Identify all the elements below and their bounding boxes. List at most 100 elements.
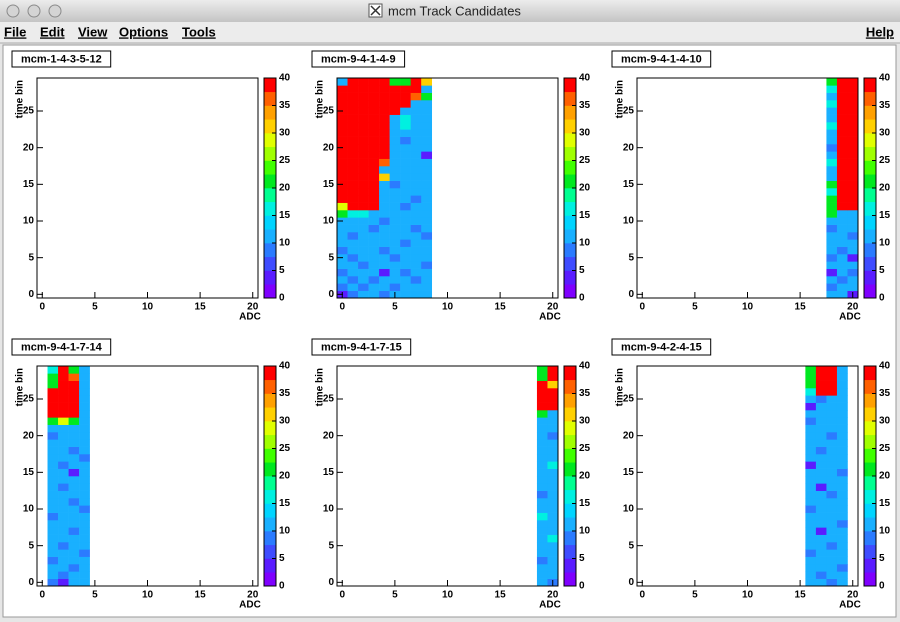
heatmap-cell [826,410,838,418]
heatmap-cell [47,542,59,550]
heatmap-cell [410,136,422,145]
heatmap-cell [421,195,433,203]
colorbar-band [864,434,876,449]
z-tick-label: 30 [879,128,891,139]
heatmap-cell [368,239,380,247]
heatmap-cell [836,490,848,499]
heatmap-cell [347,268,359,277]
heatmap-cell [47,571,59,579]
heatmap-cell [79,373,90,381]
z-tick-label: 5 [879,553,885,564]
heatmap-cell [805,476,817,484]
heatmap-cell [805,498,817,506]
heatmap-cell [847,261,859,269]
heatmap-cell [368,129,380,137]
colorbar-band [564,201,576,216]
heatmap-cell [400,166,411,174]
heatmap-cell [79,410,90,418]
heatmap-cell [547,483,559,491]
close-button[interactable] [6,4,20,18]
heatmap-cell [836,498,848,506]
heatmap-cell [815,410,827,418]
heatmap-cell [68,373,80,381]
heatmap-cell [379,268,390,277]
heatmap-cell [815,388,827,396]
y-tick-label: 20 [23,430,35,441]
colorbar-band [564,243,576,258]
heatmap-cell [68,549,80,557]
heatmap-cell [79,380,90,389]
histogram-panel: 0 5 10 15 20 0 5 10 15 20 25 ADC time bin 0 5 10 15 20 25 3… [311,50,591,323]
heatmap-cell [826,476,838,484]
heatmap-cell [410,217,422,225]
heatmap-cell [547,498,559,506]
y-tick-label: 0 [28,577,34,588]
heatmap-cell [368,224,380,233]
heatmap-cell [68,542,80,550]
heatmap-cell [826,268,838,277]
y-tick-label: 25 [323,394,335,405]
heatmap-cell [547,571,559,579]
colorbar-band [864,572,876,587]
colorbar-band [564,393,576,408]
heatmap-cell [421,122,433,130]
heatmap-cell [389,239,401,247]
heatmap-cell [79,476,90,484]
heatmap-cell [379,122,390,130]
heatmap-cell [368,136,380,145]
heatmap-cell [826,564,838,572]
heatmap-cell [410,129,422,137]
heatmap-cell [805,446,817,455]
menu-item[interactable]: File [4,24,26,39]
heatmap-cell [826,461,838,469]
z-tick-label: 20 [879,183,891,194]
menu-item[interactable]: Edit [40,24,65,39]
heatmap-cell [826,158,838,167]
x-tick-label: 15 [495,302,507,313]
z-tick-label: 20 [279,183,291,194]
heatmap-cell [836,85,848,93]
heatmap-cell [368,261,380,269]
colorbar-band [864,146,876,161]
heatmap-cell [389,254,401,262]
colorbar-band [264,558,276,573]
menu-item[interactable]: Options [119,24,168,39]
colorbar-band [264,188,276,203]
heatmap-cell [337,136,348,145]
heatmap-cell [379,92,390,101]
heatmap-cell [826,180,838,189]
z-tick-label: 10 [279,526,291,537]
heatmap-cell [410,283,422,291]
heatmap-cell [79,388,90,396]
heatmap-cell [547,468,559,477]
colorbar-band [864,489,876,504]
heatmap-cell [536,410,548,418]
z-tick-label: 10 [579,238,591,249]
zoom-button[interactable] [48,4,62,18]
heatmap-cell [79,556,90,565]
heatmap-cell [410,246,422,255]
menu-help[interactable]: Help [866,24,894,39]
colorbar-band [264,78,276,93]
colorbar-band [264,366,276,381]
heatmap-cell [368,188,380,196]
heatmap-cell [547,380,559,389]
z-tick-label: 40 [579,361,591,372]
menu-item[interactable]: Tools [182,24,216,39]
minimize-button[interactable] [27,4,41,18]
heatmap-cell [536,461,548,469]
y-tick-label: 0 [628,577,634,588]
heatmap-cell [815,527,827,535]
heatmap-cell [847,224,859,233]
z-tick-label: 35 [579,388,591,399]
heatmap-cell [421,276,433,284]
heatmap-cell [547,417,559,425]
heatmap-cell [826,276,838,284]
heatmap-cell [347,246,359,255]
y-tick-label: 25 [23,394,35,405]
menu-item[interactable]: View [78,24,108,39]
y-tick-label: 20 [323,430,335,441]
heatmap-cell [805,534,817,543]
z-tick-label: 35 [879,388,891,399]
y-tick-label: 10 [623,216,635,227]
